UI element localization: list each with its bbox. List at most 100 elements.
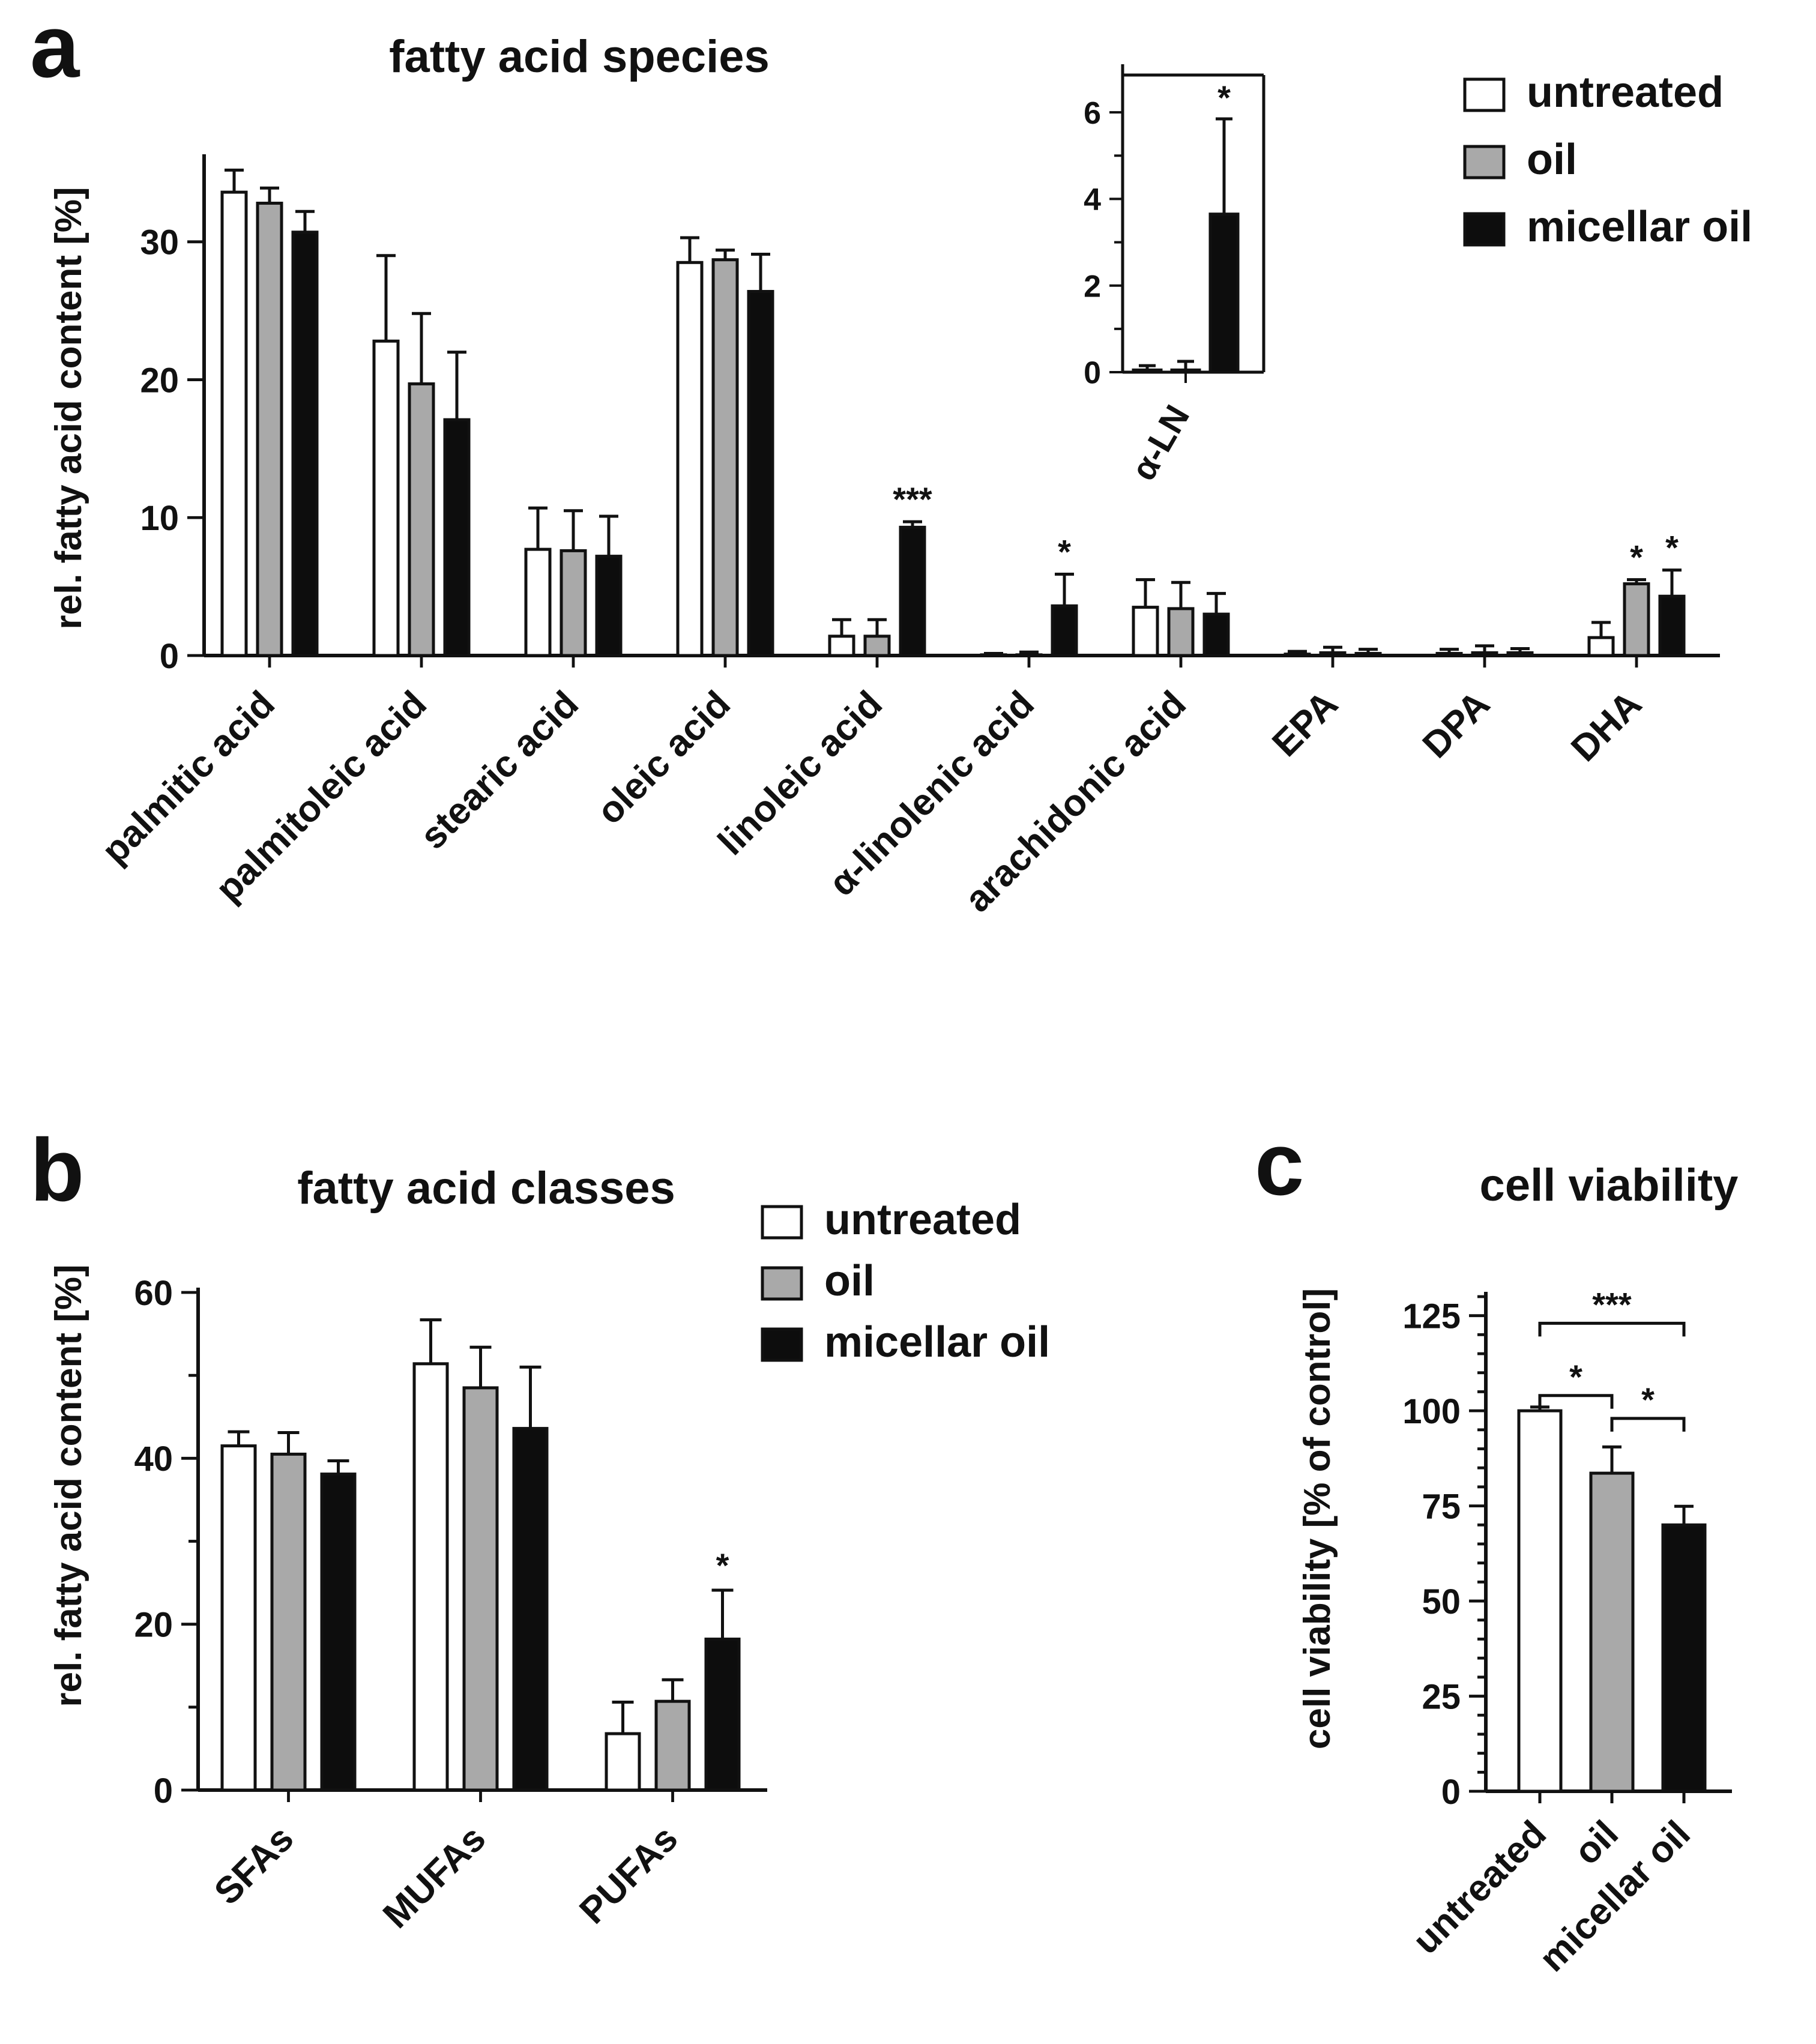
a-bar-epa-oil — [1319, 651, 1347, 657]
c-bar-oil — [1589, 1471, 1635, 1793]
panel-b-legend: untreated oil micellar oil — [761, 1196, 1050, 1366]
panel-a-inset: 0 2 4 6 α-LN * — [1084, 64, 1265, 487]
c-significance-1: * — [1641, 1381, 1655, 1418]
a-significance-1: * — [1058, 532, 1071, 570]
a-bar-stearic-acid-untreated — [524, 547, 552, 657]
panel-letter-a: a — [30, 0, 80, 96]
c-ytick-label-75: 75 — [1422, 1487, 1461, 1526]
c-ytick-label-50: 50 — [1422, 1582, 1461, 1621]
b-legend-swatch-untreated — [761, 1205, 803, 1240]
a-inset-bar-ln-oil — [1170, 368, 1201, 374]
a-bar-dha-oil — [1623, 582, 1650, 657]
c-significance-bracket-0 — [1538, 1394, 1614, 1409]
b-ytick-label-40: 40 — [134, 1440, 173, 1479]
a-legend-swatch-micellar-oil — [1463, 212, 1506, 247]
panel-a: a fatty acid species rel. fatty acid con… — [30, 0, 1752, 920]
c-ytick-label-100: 100 — [1402, 1392, 1461, 1431]
a-ytick-label-20: 20 — [140, 361, 179, 400]
panel-c-title: cell viability — [1480, 1160, 1739, 1211]
b-bar-sfas-micellar-oil — [320, 1473, 357, 1792]
b-xtick-label-pufas: PUFAs — [572, 1818, 686, 1932]
a-inset-significance-0: * — [1217, 79, 1231, 116]
a-legend-label-untreated: untreated — [1527, 68, 1724, 116]
a-xtick-label-epa: EPA — [1264, 683, 1346, 765]
a-xtick-label-dpa: DPA — [1415, 683, 1498, 766]
panel-b-title: fatty acid classes — [297, 1163, 675, 1214]
a-bar-palmitic-acid-oil — [256, 202, 283, 657]
a-bar-oleic-acid-oil — [711, 258, 739, 657]
a-legend-swatch-oil — [1463, 145, 1506, 179]
a-xtick-label-dha: DHA — [1563, 683, 1650, 770]
a-legend-label-micellar-oil: micellar oil — [1527, 203, 1752, 251]
b-xtick-label-mufas: MUFAs — [375, 1818, 493, 1936]
a-legend-label-oil: oil — [1527, 136, 1577, 184]
a-inset-ytick-label-6: 6 — [1084, 96, 1101, 131]
a-bar-dha-micellar-oil — [1658, 594, 1686, 657]
a-bar-oleic-acid-untreated — [676, 261, 704, 657]
a-bar-linoleic-acid-micellar-oil — [899, 525, 926, 657]
a-bar-palmitic-acid-untreated — [220, 190, 248, 657]
a-bar-oleic-acid-micellar-oil — [747, 290, 774, 657]
b-bar-mufas-micellar-oil — [512, 1427, 549, 1792]
b-bar-pufas-oil — [654, 1699, 691, 1792]
a-xtick-label-oleic-acid: oleic acid — [589, 683, 738, 833]
a-bar-stearic-acid-oil — [560, 549, 587, 657]
a-inset-ytick-label-2: 2 — [1084, 269, 1101, 304]
b-bar-sfas-untreated — [220, 1444, 257, 1792]
a-bar-epa-micellar-oil — [1354, 652, 1382, 657]
b-ytick-label-0: 0 — [154, 1771, 173, 1810]
c-bar-untreated — [1517, 1409, 1563, 1793]
a-significance-2: * — [1630, 538, 1643, 576]
a-bar-dpa-micellar-oil — [1506, 651, 1534, 657]
a-bar-arachidonic-acid-untreated — [1132, 606, 1159, 657]
a-ytick-label-30: 30 — [140, 223, 179, 262]
c-ytick-label-125: 125 — [1402, 1297, 1461, 1336]
a-bar-linoleic-acid-untreated — [828, 635, 855, 657]
a-bar-palmitoleic-acid-oil — [408, 382, 435, 657]
b-legend-label-untreated: untreated — [824, 1196, 1021, 1244]
a-bar-palmitic-acid-micellar-oil — [291, 231, 319, 657]
b-bar-pufas-untreated — [605, 1732, 641, 1792]
a-ytick-label-0: 0 — [160, 637, 179, 676]
b-bar-pufas-micellar-oil — [704, 1638, 741, 1792]
a-bar-dha-untreated — [1587, 636, 1615, 657]
a-bar-dpa-oil — [1471, 651, 1498, 657]
c-significance-2: *** — [1592, 1285, 1632, 1323]
a-inset-ytick-label-4: 4 — [1084, 182, 1101, 217]
panel-c: c cell viability cell viability [% of co… — [1255, 1115, 1738, 1980]
b-legend-swatch-micellar-oil — [761, 1327, 803, 1362]
c-ytick-label-25: 25 — [1422, 1677, 1461, 1716]
a-bar-linoleic-acid-oil — [863, 635, 891, 657]
c-significance-bracket-1 — [1610, 1417, 1686, 1432]
b-legend-swatch-oil — [761, 1266, 803, 1301]
b-legend-label-oil: oil — [824, 1257, 875, 1305]
panel-a-legend: untreated oil micellar oil — [1463, 68, 1752, 251]
b-ytick-label-20: 20 — [134, 1606, 173, 1645]
a-ytick-label-10: 10 — [140, 499, 179, 538]
a-bar-linolenic-acid-micellar-oil — [1051, 604, 1078, 657]
c-significance-bracket-2 — [1538, 1321, 1686, 1337]
a-inset-bar-ln-micellar-oil — [1208, 213, 1240, 374]
a-inset-ytick-label-0: 0 — [1084, 356, 1101, 391]
a-significance-3: * — [1665, 529, 1679, 567]
a-legend-swatch-untreated — [1463, 77, 1506, 112]
panel-b-ylabel: rel. fatty acid content [%] — [48, 1264, 89, 1707]
b-bar-sfas-oil — [270, 1452, 307, 1792]
c-significance-0: * — [1569, 1358, 1582, 1396]
panel-letter-c: c — [1255, 1115, 1304, 1214]
c-xtick-label-untreated: untreated — [1405, 1813, 1554, 1962]
b-bar-mufas-oil — [462, 1386, 499, 1792]
a-bar-palmitoleic-acid-micellar-oil — [443, 418, 471, 657]
a-bar-linolenic-acid-oil — [1015, 653, 1043, 657]
a-inset-bar-ln-untreated — [1132, 368, 1163, 374]
c-ytick-label-0: 0 — [1441, 1773, 1461, 1812]
a-bar-stearic-acid-micellar-oil — [595, 555, 623, 657]
b-legend-label-micellar-oil: micellar oil — [824, 1318, 1050, 1366]
c-bar-micellar-oil — [1661, 1523, 1707, 1793]
a-bar-arachidonic-acid-micellar-oil — [1202, 612, 1230, 657]
a-bar-dpa-untreated — [1435, 652, 1463, 657]
b-xtick-label-sfas: SFAs — [207, 1818, 301, 1913]
a-bar-arachidonic-acid-oil — [1167, 607, 1195, 657]
a-bar-epa-untreated — [1284, 653, 1311, 657]
